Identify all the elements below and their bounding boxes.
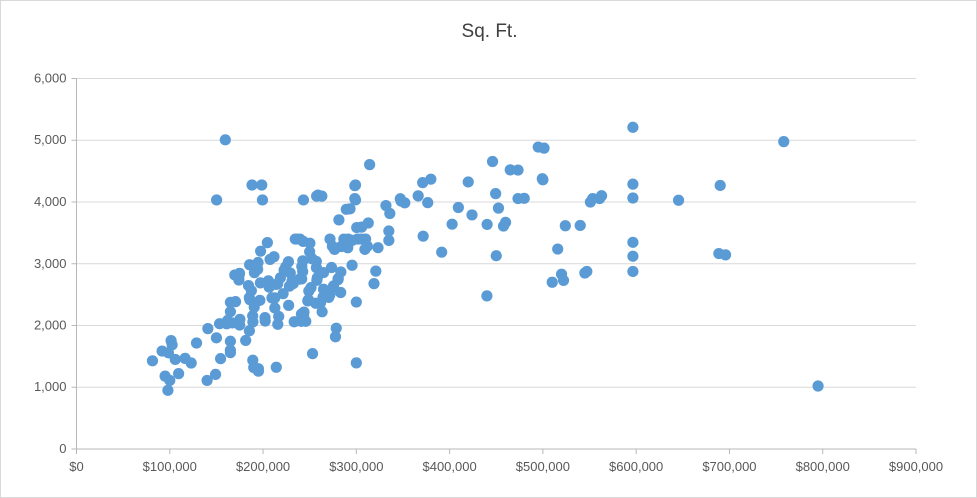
svg-text:$200,000: $200,000 — [236, 459, 290, 474]
svg-text:6,000: 6,000 — [34, 71, 67, 86]
svg-text:5,000: 5,000 — [34, 132, 67, 147]
svg-text:1,000: 1,000 — [34, 379, 67, 394]
svg-text:$300,000: $300,000 — [329, 459, 383, 474]
svg-text:$600,000: $600,000 — [609, 459, 663, 474]
svg-text:$100,000: $100,000 — [143, 459, 197, 474]
svg-text:$700,000: $700,000 — [702, 459, 756, 474]
svg-text:$800,000: $800,000 — [796, 459, 850, 474]
svg-text:$0: $0 — [69, 459, 83, 474]
svg-text:2,000: 2,000 — [34, 318, 67, 333]
svg-text:4,000: 4,000 — [34, 194, 67, 209]
svg-text:$900,000: $900,000 — [889, 459, 943, 474]
svg-text:$400,000: $400,000 — [422, 459, 476, 474]
svg-text:0: 0 — [59, 441, 66, 456]
svg-text:$500,000: $500,000 — [516, 459, 570, 474]
svg-text:3,000: 3,000 — [34, 256, 67, 271]
